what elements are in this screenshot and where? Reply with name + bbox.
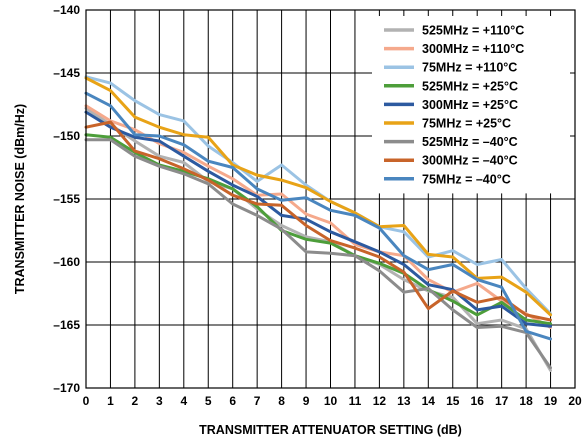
series-line-8	[84, 91, 552, 341]
legend-label: 525MHz = –40°C	[422, 135, 518, 149]
series-line-6	[84, 138, 552, 370]
legend-label: 525MHz = +25°C	[422, 79, 518, 93]
x-tick-label: 13	[397, 394, 411, 408]
y-tick-label: –150	[53, 129, 80, 143]
x-tick-label: 17	[495, 394, 509, 408]
x-tick-label: 15	[446, 394, 460, 408]
x-tick-labels: 0 1 2 3 4 5 6 7 8 9 10 11 12 13 14 15 16 17 18 19 20	[83, 394, 582, 408]
legend-label: 75MHz = +110°C	[422, 61, 517, 75]
y-tick-label: –140	[53, 3, 80, 17]
x-tick-label: 5	[205, 394, 212, 408]
y-tick-label: –145	[53, 66, 80, 80]
series-line-4	[84, 110, 552, 328]
x-tick-label: 14	[422, 394, 436, 408]
x-tick-label: 16	[471, 394, 485, 408]
x-tick-label: 4	[180, 394, 187, 408]
x-tick-label: 2	[132, 394, 139, 408]
plot-frame	[85, 9, 576, 389]
x-tick-label: 0	[83, 394, 90, 408]
legend-label: 525MHz = +110°C	[422, 24, 524, 38]
series-line-0	[84, 106, 552, 372]
series-line-7	[84, 120, 552, 322]
x-tick-label: 11	[349, 394, 362, 408]
y-tick-label: –155	[53, 192, 80, 206]
x-tick-label: 8	[278, 394, 285, 408]
legend-label: 300MHz = +110°C	[422, 42, 524, 56]
legend-label: 300MHz = +25°C	[422, 98, 518, 112]
legend: 525MHz = +110°C 300MHz = +110°C 75MHz = +1…	[372, 16, 570, 194]
x-tick-label: 20	[568, 394, 582, 408]
y-tick-label: –170	[53, 381, 80, 395]
x-tick-label: 12	[373, 394, 387, 408]
y-tick-label: –160	[53, 255, 80, 269]
x-tick-label: 7	[254, 394, 261, 408]
x-tick-label: 6	[229, 394, 236, 408]
x-tick-label: 18	[519, 394, 533, 408]
legend-label: 300MHz = –40°C	[422, 154, 518, 168]
y-tick-label: –165	[53, 318, 80, 332]
series-lines	[84, 75, 552, 372]
legend-label: 75MHz = –40°C	[422, 172, 511, 186]
x-tick-label: 3	[156, 394, 163, 408]
x-tick-label: 1	[107, 394, 114, 408]
x-axis-title: TRANSMITTER ATTENUATOR SETTING (dB)	[199, 423, 462, 437]
x-tick-label: 19	[544, 394, 558, 408]
x-tick-label: 9	[303, 394, 310, 408]
y-tick-labels: –140 –145 –150 –155 –160 –165 –170	[53, 3, 80, 395]
y-axis-title: TRANSMITTER NOISE (dBm/Hz)	[13, 104, 27, 294]
series-line-5	[84, 76, 552, 317]
x-tick-label: 10	[324, 394, 338, 408]
legend-label: 75MHz = +25°C	[422, 117, 511, 131]
